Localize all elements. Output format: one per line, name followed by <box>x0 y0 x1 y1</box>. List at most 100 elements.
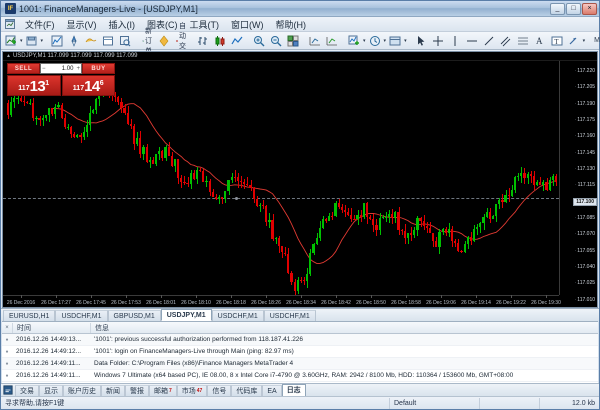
navigator-icon[interactable] <box>66 33 82 49</box>
minimize-button[interactable]: _ <box>550 2 565 15</box>
zoom-in-icon[interactable] <box>251 33 267 49</box>
bar-chart-icon[interactable] <box>195 33 211 49</box>
metatrader-icon: IF <box>5 3 16 14</box>
chart-shift-icon[interactable] <box>307 33 323 49</box>
terminal-tab-8[interactable]: 代码库 <box>231 385 263 396</box>
chart-plot-area[interactable] <box>3 61 559 295</box>
templates-icon[interactable] <box>387 33 403 49</box>
terminal-tab-5[interactable]: 邮箱 7 <box>149 385 177 396</box>
crosshair-icon[interactable] <box>430 33 446 49</box>
cursor-icon[interactable] <box>413 33 429 49</box>
new-order-button[interactable]: 新订单 <box>139 28 155 55</box>
chart-tab-usdchf-m1-1[interactable]: USDCHF,M1 <box>55 310 108 321</box>
terminal-log-rows[interactable]: ● 2016.12.26 14:49:13... '1001': previous … <box>2 334 598 383</box>
new-chart-icon[interactable] <box>3 33 19 49</box>
metaeditor-icon[interactable] <box>156 33 172 49</box>
menu-tools[interactable]: 工具(T) <box>189 19 220 30</box>
time-axis[interactable]: 26 Dec 2016 26 Dec 17:27 26 Dec 17:45 26 De… <box>3 295 561 307</box>
chart-tab-usdchf-m1-4[interactable]: USDCHF,M1 <box>211 310 264 321</box>
indicators-dropdown[interactable]: ▾ <box>363 37 366 44</box>
terminal-tab-1[interactable]: 显示 <box>39 385 63 396</box>
lot-size-input[interactable]: − 1.00 + <box>40 63 82 74</box>
data-window-icon[interactable] <box>100 33 116 49</box>
candlestick-chart-icon[interactable] <box>212 33 228 49</box>
candlestick <box>466 237 469 245</box>
terminal-tab-10[interactable]: 日志 <box>281 384 306 396</box>
terminal-tab-2[interactable]: 账户历史 <box>63 385 101 396</box>
chart-tab-eurusd-h1-0[interactable]: EURUSD,H1 <box>3 310 56 321</box>
menu-file[interactable]: 文件(F) <box>25 19 55 30</box>
price-value: 117.025 <box>577 280 595 287</box>
lot-decrement-button[interactable]: − <box>42 65 46 72</box>
candlestick <box>136 137 139 144</box>
line-chart-icon[interactable] <box>229 33 245 49</box>
candlestick <box>517 176 520 178</box>
strategy-tester-icon[interactable] <box>117 33 133 49</box>
close-button[interactable]: × <box>582 2 597 15</box>
chart-tab-gbpusd-m1-2[interactable]: GBPUSD,M1 <box>107 310 161 321</box>
period-dropdown[interactable]: ▾ <box>383 37 387 44</box>
templates-dropdown[interactable]: ▾ <box>404 37 407 44</box>
equidistant-channel-icon[interactable] <box>498 33 514 49</box>
arrows-icon[interactable] <box>566 33 582 49</box>
terminal-tab-9[interactable]: EA <box>262 385 282 396</box>
market-watch-icon[interactable] <box>49 33 65 49</box>
terminal-tab-6[interactable]: 市场 47 <box>176 385 208 396</box>
price-value: 117.100 <box>576 198 594 205</box>
fibonacci-icon[interactable] <box>515 33 531 49</box>
terminal-tab-4[interactable]: 警报 <box>125 385 149 396</box>
menu-insert[interactable]: 插入(I) <box>108 19 136 30</box>
period-icon[interactable] <box>367 33 383 49</box>
terminal-tab-label: 市场 <box>181 387 196 395</box>
chart-tab-usdjpy-m1-3[interactable]: USDJPY,M1 <box>160 309 212 321</box>
arrows-dropdown[interactable]: ▾ <box>582 37 586 44</box>
terminal-tab-bar[interactable]: 交易 显示 账户历史 新闻 警报 邮箱 7 市场 47 信号 代码库 EA 日志 <box>1 383 599 396</box>
close-terminal-icon[interactable]: × <box>5 324 9 331</box>
terminal-log-row[interactable]: ● 2016.12.26 14:49:12... '1001': login on … <box>2 346 598 358</box>
column-header-message[interactable]: 信息 <box>90 322 598 333</box>
maximize-button[interactable]: □ <box>566 2 581 15</box>
ma-path <box>52 103 557 264</box>
lot-increment-button[interactable]: + <box>76 65 80 72</box>
terminal-icon[interactable] <box>83 33 99 49</box>
terminal-tab-7[interactable]: 信号 <box>207 385 232 396</box>
profiles-dropdown[interactable]: ▾ <box>40 37 44 44</box>
trendline-icon[interactable] <box>481 33 497 49</box>
terminal-tab-0[interactable]: 交易 <box>15 385 39 396</box>
menu-help[interactable]: 帮助(H) <box>275 19 307 30</box>
autotrading-button[interactable]: 自动交易 <box>173 23 189 60</box>
price-axis[interactable]: ·117.220·117.205·117.190·117.175·117.160… <box>559 61 597 303</box>
sell-button[interactable]: 117 13 1 <box>7 75 61 96</box>
chart-window[interactable]: ▲ USDJPY,M1 117.099 117.099 117.099 117.0… <box>2 51 598 308</box>
terminal-tab-3[interactable]: 新闻 <box>101 385 125 396</box>
text-label-icon[interactable]: T <box>549 33 565 49</box>
candlestick <box>123 108 126 113</box>
text-icon[interactable]: A <box>532 33 548 49</box>
profiles-icon[interactable] <box>24 33 40 49</box>
indicators-icon[interactable] <box>346 33 362 49</box>
candlestick <box>391 213 394 219</box>
horizontal-line-icon[interactable] <box>464 33 480 49</box>
tile-windows-icon[interactable] <box>285 33 301 49</box>
candlestick <box>158 151 161 154</box>
menu-charts[interactable]: 图表(C) <box>147 19 178 30</box>
column-header-time[interactable]: 时间 <box>12 322 90 333</box>
candlestick <box>488 211 491 219</box>
buy-button[interactable]: 117 14 6 <box>61 75 115 96</box>
zoom-out-icon[interactable] <box>268 33 284 49</box>
timeframe-m1[interactable]: M1 <box>594 37 600 44</box>
time-axis-label: 26 Dec 18:50 <box>356 300 386 306</box>
one-click-trading-panel[interactable]: SELL − 1.00 + BUY 117 13 1 117 14 6 <box>7 63 115 96</box>
candlestick <box>406 233 410 238</box>
chart-tab-usdchf-m1-5[interactable]: USDCHF,M1 <box>263 310 316 321</box>
chart-tab-bar[interactable]: EURUSD,H1 USDCHF,M1 GBPUSD,M1 USDJPY,M1 USDC… <box>1 308 599 321</box>
vertical-line-icon[interactable] <box>447 33 463 49</box>
terminal-log-row[interactable]: ● 2016.12.26 14:49:11... Data Folder: C:\P… <box>2 358 598 370</box>
terminal-log-row[interactable]: ● 2016.12.26 14:49:13... '1001': previous … <box>2 334 598 346</box>
terminal-log-row[interactable]: ● 2016.12.26 14:49:11... Windows 7 Ultimat… <box>2 370 598 382</box>
menu-window[interactable]: 窗口(W) <box>231 19 264 30</box>
new-chart-dropdown[interactable]: ▾ <box>20 37 23 44</box>
chart-autoscroll-icon[interactable] <box>324 33 340 49</box>
candlestick <box>60 105 63 119</box>
menu-view[interactable]: 显示(V) <box>66 19 97 30</box>
